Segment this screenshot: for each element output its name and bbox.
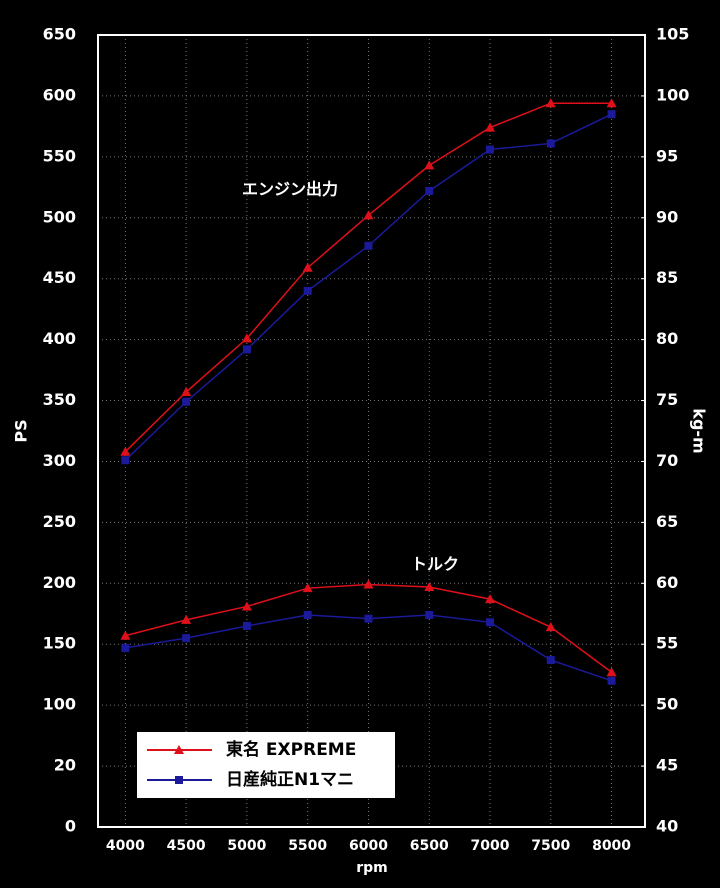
y2-tick-label: 60 <box>656 573 678 592</box>
marker <box>546 656 555 665</box>
x-axis-label: rpm <box>356 860 388 876</box>
y2-tick-label: 95 <box>656 146 678 165</box>
marker <box>545 622 556 632</box>
x-tick-label: 5000 <box>227 838 266 854</box>
y2-axis-label: kg-m <box>690 408 709 453</box>
y-tick-label: 250 <box>43 512 76 531</box>
y-tick-label: 20 <box>54 756 76 775</box>
marker <box>242 345 251 354</box>
marker <box>363 210 374 220</box>
marker <box>364 614 373 623</box>
y2-tick-label: 85 <box>656 268 678 287</box>
marker <box>424 160 435 170</box>
marker <box>486 145 495 154</box>
y2-tick-label: 55 <box>656 634 678 653</box>
marker <box>606 98 617 108</box>
marker <box>242 621 251 630</box>
y-axis-label: PS <box>12 419 31 442</box>
marker <box>241 601 252 611</box>
x-tick-label: 7500 <box>531 838 570 854</box>
marker <box>120 446 131 456</box>
marker <box>174 745 184 754</box>
marker <box>303 610 312 619</box>
legend-box <box>137 732 395 798</box>
x-tick-label: 8000 <box>592 838 631 854</box>
y-tick-label: 600 <box>43 85 76 104</box>
y2-tick-label: 75 <box>656 390 678 409</box>
marker <box>175 776 183 784</box>
annotation: エンジン出力 <box>242 180 338 199</box>
marker <box>181 614 192 624</box>
marker <box>364 241 373 250</box>
marker <box>363 579 374 589</box>
annotation: トルク <box>411 555 459 574</box>
marker <box>425 610 434 619</box>
marker <box>485 122 496 132</box>
y-tick-label: 500 <box>43 207 76 226</box>
marker <box>182 397 191 406</box>
y-tick-label: 450 <box>43 268 76 287</box>
marker <box>485 594 496 604</box>
y2-tick-label: 65 <box>656 512 678 531</box>
x-tick-label: 4000 <box>106 838 145 854</box>
marker <box>241 333 252 343</box>
y-tick-label: 200 <box>43 573 76 592</box>
y-tick-label: 400 <box>43 329 76 348</box>
marker <box>121 643 130 652</box>
marker <box>303 286 312 295</box>
marker <box>425 186 434 195</box>
y-tick-label: 300 <box>43 451 76 470</box>
marker <box>546 139 555 148</box>
y2-tick-label: 90 <box>656 207 678 226</box>
x-tick-label: 7000 <box>471 838 510 854</box>
marker <box>545 98 556 108</box>
y-tick-label: 100 <box>43 695 76 714</box>
marker <box>121 456 130 465</box>
y2-tick-label: 80 <box>656 329 678 348</box>
y2-tick-label: 40 <box>656 817 678 836</box>
marker <box>607 676 616 685</box>
y2-tick-label: 45 <box>656 756 678 775</box>
y-tick-label: 650 <box>43 25 76 44</box>
marker <box>607 110 616 119</box>
marker <box>120 630 131 640</box>
legend-label: 東名 EXPREME <box>226 739 356 760</box>
plot-area <box>97 34 646 828</box>
x-tick-label: 6000 <box>349 838 388 854</box>
x-tick-label: 4500 <box>167 838 206 854</box>
marker <box>302 583 313 593</box>
y-tick-label: 0 <box>65 817 76 836</box>
legend-label: 日産純正N1マニ <box>226 769 354 790</box>
y2-tick-label: 100 <box>656 85 689 104</box>
x-tick-label: 5500 <box>288 838 327 854</box>
legend: 東名 EXPREME 日産純正N1マニ <box>137 732 395 798</box>
y2-tick-label: 105 <box>656 25 689 44</box>
y-tick-label: 550 <box>43 146 76 165</box>
marker <box>302 262 313 272</box>
y-tick-label: 350 <box>43 390 76 409</box>
x-tick-label: 6500 <box>410 838 449 854</box>
marker <box>606 667 617 677</box>
y2-tick-label: 70 <box>656 451 678 470</box>
y-tick-label: 150 <box>43 634 76 653</box>
marker <box>486 618 495 627</box>
marker <box>181 387 192 397</box>
marker <box>182 634 191 643</box>
y2-tick-label: 50 <box>656 695 678 714</box>
marker <box>424 581 435 591</box>
